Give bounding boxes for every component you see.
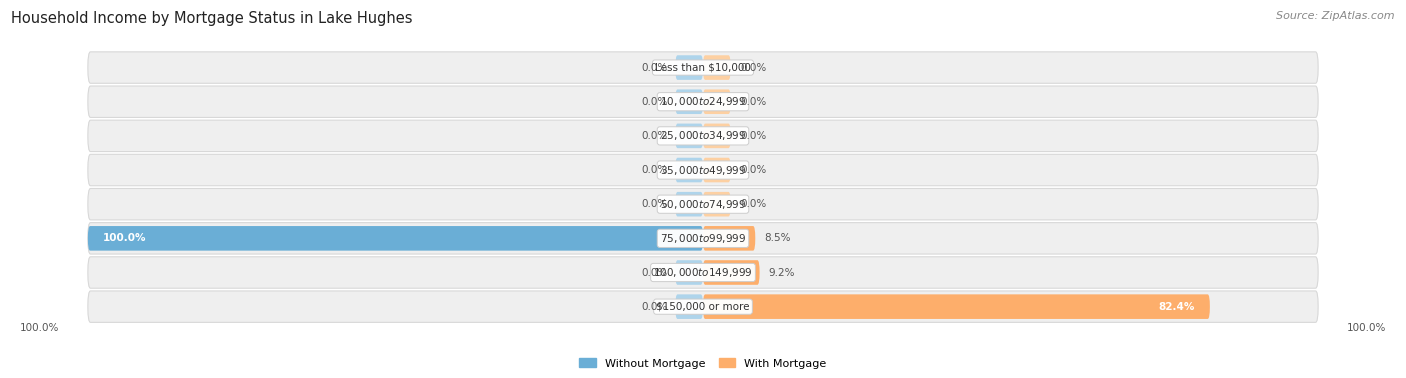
FancyBboxPatch shape: [703, 192, 731, 217]
Legend: Without Mortgage, With Mortgage: Without Mortgage, With Mortgage: [579, 358, 827, 369]
FancyBboxPatch shape: [87, 86, 1319, 118]
Text: $50,000 to $74,999: $50,000 to $74,999: [659, 198, 747, 211]
Text: 0.0%: 0.0%: [641, 302, 668, 311]
Text: 0.0%: 0.0%: [740, 63, 766, 73]
Text: 8.5%: 8.5%: [765, 233, 792, 243]
FancyBboxPatch shape: [87, 154, 1319, 186]
FancyBboxPatch shape: [703, 158, 731, 182]
Text: 100.0%: 100.0%: [20, 323, 59, 333]
FancyBboxPatch shape: [87, 226, 703, 251]
FancyBboxPatch shape: [675, 294, 703, 319]
Text: $25,000 to $34,999: $25,000 to $34,999: [659, 129, 747, 143]
Text: Household Income by Mortgage Status in Lake Hughes: Household Income by Mortgage Status in L…: [11, 11, 413, 26]
FancyBboxPatch shape: [675, 260, 703, 285]
FancyBboxPatch shape: [87, 257, 1319, 288]
FancyBboxPatch shape: [675, 124, 703, 148]
Text: 0.0%: 0.0%: [641, 199, 668, 209]
Text: 100.0%: 100.0%: [103, 233, 146, 243]
Text: 9.2%: 9.2%: [769, 268, 796, 277]
Text: $75,000 to $99,999: $75,000 to $99,999: [659, 232, 747, 245]
Text: 0.0%: 0.0%: [641, 63, 668, 73]
Text: 100.0%: 100.0%: [1347, 323, 1386, 333]
Text: 0.0%: 0.0%: [740, 165, 766, 175]
FancyBboxPatch shape: [87, 52, 1319, 83]
Text: Less than $10,000: Less than $10,000: [655, 63, 751, 73]
Text: 0.0%: 0.0%: [641, 268, 668, 277]
FancyBboxPatch shape: [675, 192, 703, 217]
FancyBboxPatch shape: [703, 260, 759, 285]
Text: 0.0%: 0.0%: [740, 131, 766, 141]
FancyBboxPatch shape: [87, 291, 1319, 322]
Text: 82.4%: 82.4%: [1159, 302, 1195, 311]
FancyBboxPatch shape: [703, 90, 731, 114]
Text: $35,000 to $49,999: $35,000 to $49,999: [659, 164, 747, 177]
FancyBboxPatch shape: [87, 223, 1319, 254]
Text: Source: ZipAtlas.com: Source: ZipAtlas.com: [1277, 11, 1395, 21]
FancyBboxPatch shape: [703, 294, 1209, 319]
FancyBboxPatch shape: [703, 55, 731, 80]
Text: $150,000 or more: $150,000 or more: [657, 302, 749, 311]
FancyBboxPatch shape: [675, 55, 703, 80]
Text: 0.0%: 0.0%: [641, 97, 668, 107]
FancyBboxPatch shape: [675, 158, 703, 182]
FancyBboxPatch shape: [675, 90, 703, 114]
Text: 0.0%: 0.0%: [740, 199, 766, 209]
Text: 0.0%: 0.0%: [740, 97, 766, 107]
Text: $100,000 to $149,999: $100,000 to $149,999: [654, 266, 752, 279]
FancyBboxPatch shape: [87, 120, 1319, 152]
FancyBboxPatch shape: [703, 226, 755, 251]
Text: 0.0%: 0.0%: [641, 131, 668, 141]
Text: 0.0%: 0.0%: [641, 165, 668, 175]
FancyBboxPatch shape: [87, 189, 1319, 220]
FancyBboxPatch shape: [703, 124, 731, 148]
Text: $10,000 to $24,999: $10,000 to $24,999: [659, 95, 747, 108]
